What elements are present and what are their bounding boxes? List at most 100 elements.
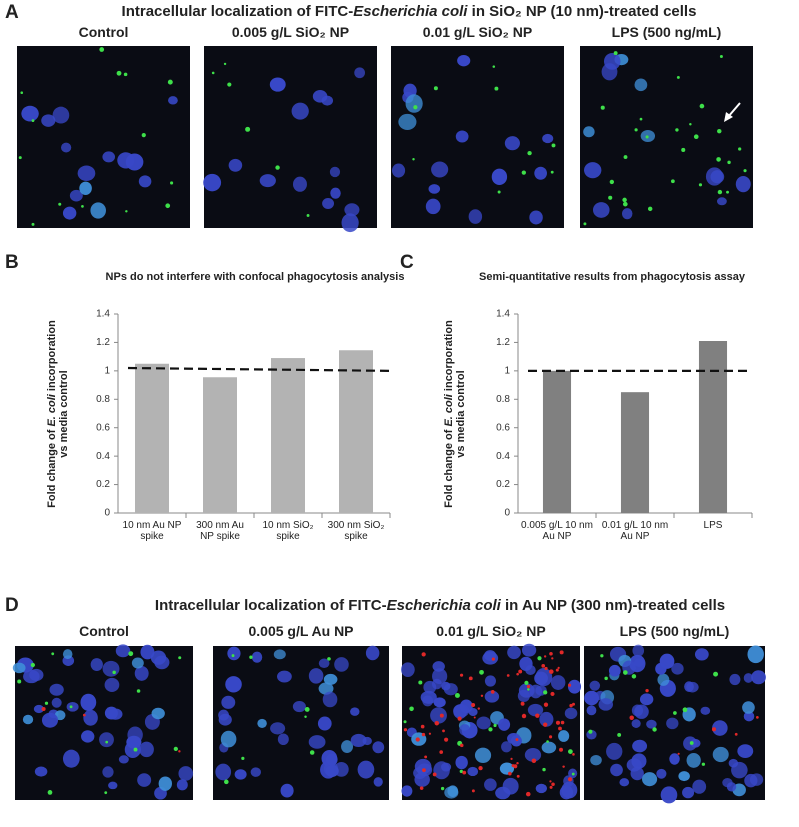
bar (542, 370, 572, 513)
red-particle (477, 707, 480, 710)
nucleus (308, 735, 326, 749)
red-particle (562, 765, 565, 768)
nucleus (330, 187, 341, 199)
green-bacterium (304, 715, 307, 718)
green-bacterium (493, 723, 497, 728)
nucleus (686, 681, 699, 693)
image-label: 0.01 g/L SiO₂ NP (436, 623, 546, 639)
panel-letter: B (5, 252, 19, 273)
nucleus (83, 709, 98, 726)
nucleus (484, 778, 497, 791)
green-bacterium (568, 749, 573, 754)
nucleus (747, 645, 764, 664)
red-particle (557, 666, 560, 669)
red-particle (515, 738, 519, 742)
green-bacterium (600, 654, 604, 658)
bar (620, 392, 650, 513)
x-tick-label: 0.005 g/L 10 nm Au NP (521, 520, 593, 542)
nucleus (517, 689, 530, 703)
red-particle (459, 673, 464, 677)
red-particle (525, 791, 531, 797)
green-bacterium (631, 674, 637, 679)
nucleus (139, 741, 154, 758)
micrograph (584, 644, 766, 804)
nucleus (743, 711, 755, 722)
nucleus (99, 732, 114, 748)
green-bacterium (309, 750, 315, 755)
red-particle (558, 726, 562, 731)
nucleus (34, 766, 48, 777)
green-bacterium (105, 740, 109, 744)
nucleus (610, 763, 623, 777)
nucleus (742, 701, 755, 714)
green-bacterium (31, 119, 35, 122)
nucleus (322, 198, 335, 209)
nucleus (525, 665, 536, 675)
nucleus (459, 724, 471, 736)
red-particle (507, 771, 512, 776)
green-bacterium (693, 134, 699, 140)
red-particle (421, 652, 426, 657)
nucleus (168, 96, 178, 105)
red-particle (559, 650, 564, 655)
nucleus (589, 680, 601, 691)
green-bacterium (173, 746, 178, 752)
green-bacterium (583, 222, 587, 226)
nucleus (423, 680, 437, 694)
nucleus (292, 700, 306, 713)
nucleus (631, 719, 641, 728)
red-particle (516, 761, 519, 765)
red-particle (543, 655, 547, 658)
green-bacterium (413, 105, 418, 110)
red-particle (526, 684, 531, 689)
green-bacterium (249, 655, 253, 659)
red-particle (711, 727, 717, 732)
green-bacterium (681, 147, 686, 152)
title-part: Escherichia coli (353, 3, 468, 20)
red-particle (419, 786, 424, 790)
green-bacterium (224, 779, 229, 785)
nucleus (671, 662, 684, 675)
green-bacterium (178, 656, 182, 660)
nucleus (131, 657, 144, 669)
y-label-part: Fold change of (46, 426, 58, 508)
green-bacterium (433, 86, 438, 91)
nucleus (425, 198, 441, 215)
green-bacterium (494, 86, 499, 91)
nucleus (433, 761, 450, 780)
green-bacterium (551, 143, 556, 148)
nucleus (482, 651, 499, 665)
nucleus (590, 755, 602, 766)
nucleus (49, 683, 64, 696)
green-bacterium (550, 170, 554, 174)
micrograph-background (204, 46, 377, 228)
nucleus (66, 702, 79, 712)
nucleus (391, 163, 406, 178)
nucleus (401, 785, 413, 797)
nucleus (318, 658, 330, 669)
nucleus (507, 732, 521, 745)
green-bacterium (170, 181, 174, 185)
green-bacterium (698, 183, 703, 187)
red-particle (567, 683, 572, 687)
nucleus (639, 693, 654, 706)
nucleus (558, 730, 570, 742)
red-particle (543, 722, 548, 727)
nucleus (633, 658, 645, 667)
nucleus (140, 644, 155, 660)
green-bacterium (623, 670, 628, 675)
nucleus (501, 741, 512, 753)
nucleus (151, 707, 165, 720)
green-bacterium (588, 729, 593, 734)
nucleus (484, 675, 496, 687)
nucleus (90, 658, 103, 671)
red-particle (535, 713, 540, 718)
nucleus (484, 690, 500, 703)
image-label: 0.005 g/L SiO₂ NP (231, 24, 350, 40)
nucleus (712, 720, 728, 736)
nucleus (504, 136, 520, 151)
nucleus (692, 779, 707, 794)
green-bacterium (716, 157, 721, 162)
green-bacterium (479, 669, 484, 675)
nucleus (563, 775, 574, 787)
